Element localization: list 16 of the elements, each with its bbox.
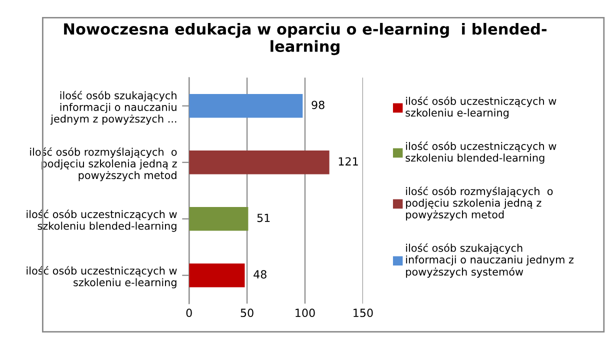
chart-title: Nowoczesna edukacja w oparciu o e-learning i blended- learning (64, 22, 546, 56)
y-tick-label: ilość osób uczestniczących w szkoleniu e-learning (26, 266, 177, 288)
data-label: 121 (338, 157, 358, 166)
data-label: 51 (257, 214, 270, 222)
x-tick-label: 100 (296, 308, 315, 318)
legend-label: ilość osób uczestniczących w szkoleniu e-learning (406, 96, 556, 119)
y-tick-label: ilość osób szukających informacji o nauczaniu jednym z powyższych ... (50, 90, 176, 125)
y-tick-label: ilość osób uczestniczących w szkoleniu blended-learning (26, 210, 177, 232)
x-tick-label: 0 (186, 308, 192, 318)
legend-label: ilość osób rozmyślających o podjęciu szkolenia jedną z powyższych metod (406, 186, 553, 220)
legend-label: ilość osób uczestniczących w szkoleniu blended-learning (406, 142, 556, 164)
legend-label: ilość osób szukających informacji o nauczaniu jednym z powyższych systemów (406, 243, 574, 278)
x-tick-label: 150 (354, 308, 373, 318)
data-label: 48 (254, 270, 266, 279)
data-label: 98 (312, 100, 324, 110)
x-tick-label: 50 (240, 308, 254, 318)
